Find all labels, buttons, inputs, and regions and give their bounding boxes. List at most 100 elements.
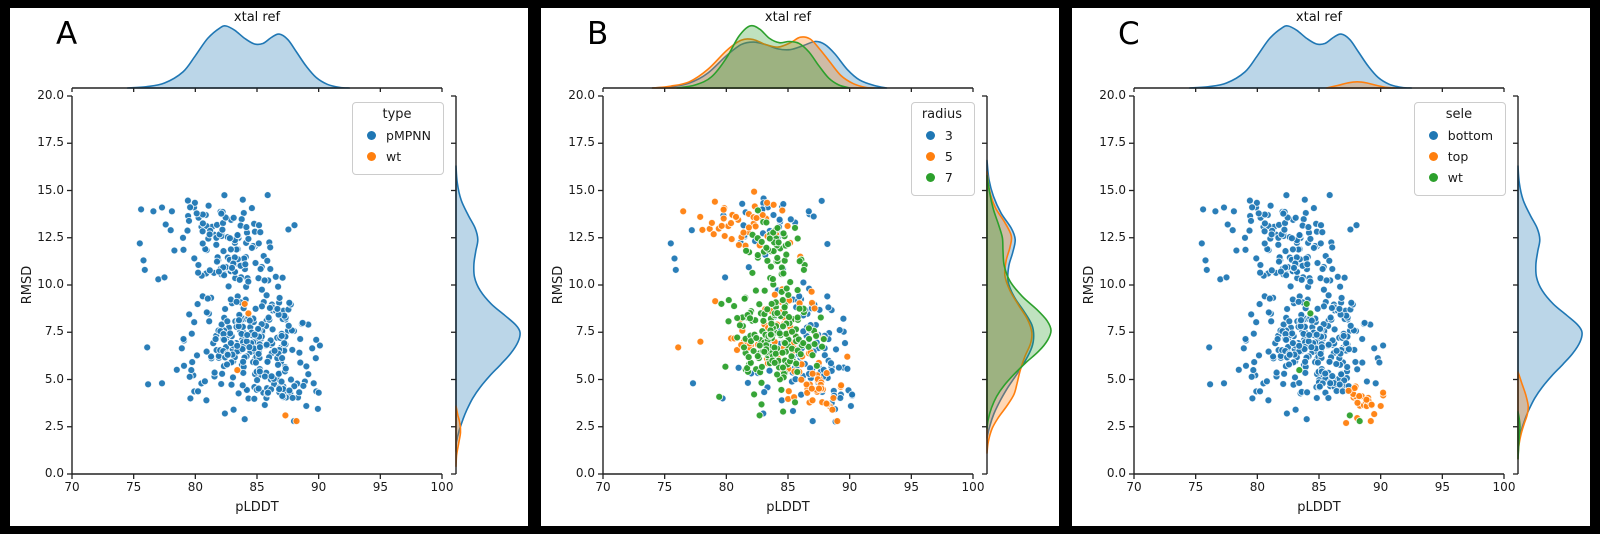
scatter-point-bottom — [1252, 198, 1261, 207]
scatter-point-3 — [848, 390, 857, 399]
right-kde-blue — [986, 159, 1035, 439]
scatter-point-pMPNN — [253, 376, 262, 385]
scatter-point-bottom — [1288, 329, 1297, 338]
scatter-point-pMPNN — [190, 198, 199, 207]
scatter-point-pMPNN — [304, 370, 313, 379]
scatter-point-bottom — [1280, 369, 1289, 378]
y-tick-label: 20.0 — [37, 88, 64, 102]
scatter-point-pMPNN — [139, 256, 148, 265]
scatter-point-7 — [782, 250, 791, 259]
scatter-point-7 — [770, 358, 779, 367]
scatter-point-bottom — [1312, 330, 1321, 339]
scatter-point-7 — [799, 339, 808, 348]
scatter-point-pMPNN — [212, 240, 221, 249]
scatter-point-pMPNN — [193, 351, 201, 360]
scatter-point-3 — [779, 200, 788, 209]
scatter-point-wt — [233, 366, 242, 375]
scatter-point-top — [1342, 419, 1351, 427]
scatter-point-bottom — [1335, 380, 1344, 389]
scatter-point-pMPNN — [144, 380, 153, 389]
scatter-point-5 — [733, 346, 741, 354]
scatter-point-bottom — [1266, 201, 1275, 210]
scatter-point-bottom — [1288, 245, 1297, 254]
scatter-point-5 — [709, 230, 718, 239]
scatter-point-5 — [679, 207, 688, 216]
scatter-point-pMPNN — [260, 276, 269, 285]
scatter-point-pMPNN — [149, 207, 158, 216]
scatter-point-pMPNN — [198, 219, 207, 228]
scatter-point-7 — [743, 364, 752, 373]
scatter-point-bottom — [1223, 220, 1232, 229]
scatter-point-bottom — [1285, 350, 1294, 359]
x-tick-label: 90 — [1373, 480, 1389, 494]
scatter-point-3 — [843, 364, 852, 373]
scatter-point-pMPNN — [263, 357, 272, 366]
scatter-point-bottom — [1267, 266, 1276, 275]
scatter-point-wt — [1306, 309, 1315, 318]
plot-title: xtal ref — [233, 10, 281, 25]
scatter-point-pMPNN — [264, 313, 273, 322]
scatter-point-pMPNN — [247, 243, 256, 252]
scatter-point-5 — [674, 343, 683, 352]
x-tick-label: 95 — [903, 480, 919, 494]
scatter-point-pMPNN — [190, 254, 199, 263]
legend-items: bottom top wt — [1425, 125, 1493, 188]
scatter-point-pMPNN — [137, 205, 146, 214]
legend-box: radius 3 5 7 — [910, 102, 975, 196]
legend-swatch-icon — [925, 173, 935, 182]
legend-swatch-icon — [367, 152, 377, 161]
scatter-point-7 — [748, 268, 757, 277]
scatter-point-pMPNN — [284, 321, 293, 330]
scatter-point-bottom — [1255, 300, 1264, 309]
scatter-point-bottom — [1317, 221, 1325, 230]
scatter-point-pMPNN — [143, 343, 152, 352]
y-tick-label: 2.5 — [44, 418, 64, 433]
scatter-point-pMPNN — [265, 304, 274, 312]
scatter-point-pMPNN — [287, 375, 295, 384]
scatter-point-bottom — [1281, 247, 1290, 256]
scatter-point-pMPNN — [255, 221, 263, 230]
x-tick-label: 90 — [842, 480, 858, 494]
scatter-point-bottom — [1247, 372, 1256, 381]
scatter-point-pMPNN — [296, 335, 305, 343]
scatter-point-bottom — [1275, 257, 1283, 266]
scatter-point-bottom — [1201, 256, 1210, 265]
scatter-point-7 — [750, 390, 759, 399]
scatter-point-3 — [823, 292, 832, 301]
scatter-point-3 — [689, 379, 697, 388]
scatter-point-pMPNN — [257, 285, 266, 294]
x-tick-label: 95 — [1434, 480, 1450, 494]
x-tick-label: 70 — [64, 480, 80, 494]
top-kde-blue — [126, 25, 351, 89]
scatter-point-5 — [707, 218, 716, 227]
scatter-point-bottom — [1358, 358, 1367, 367]
scatter-point-pMPNN — [251, 259, 260, 267]
scatter-point-3 — [827, 359, 835, 368]
x-tick-label: 100 — [430, 480, 454, 494]
scatter-point-7 — [735, 321, 744, 330]
scatter-point-bottom — [1315, 382, 1324, 391]
top-kde-orange — [651, 36, 876, 89]
scatter-point-7 — [755, 341, 764, 350]
scatter-point-pMPNN — [302, 362, 311, 371]
scatter-point-pMPNN — [263, 191, 272, 200]
scatter-point-5 — [696, 212, 705, 221]
scatter-point-pMPNN — [179, 335, 188, 343]
scatter-point-bottom — [1229, 207, 1238, 216]
scatter-point-pMPNN — [271, 272, 280, 281]
scatter-point-3 — [839, 314, 848, 323]
legend-label: 5 — [944, 149, 953, 164]
scatter-point-bottom — [1248, 203, 1257, 212]
scatter-point-pMPNN — [314, 388, 323, 397]
scatter-point-pMPNN — [223, 317, 232, 326]
scatter-point-pMPNN — [241, 260, 250, 269]
scatter-point-7 — [771, 349, 780, 358]
scatter-point-3 — [721, 273, 730, 282]
scatter-point-pMPNN — [229, 405, 238, 414]
legend-label: top — [1447, 149, 1469, 164]
scatter-point-bottom — [1295, 231, 1304, 240]
scatter-point-bottom — [1286, 282, 1295, 291]
scatter-point-bottom — [1241, 233, 1249, 242]
scatter-point-3 — [760, 388, 769, 397]
scatter-point-pMPNN — [312, 335, 321, 344]
